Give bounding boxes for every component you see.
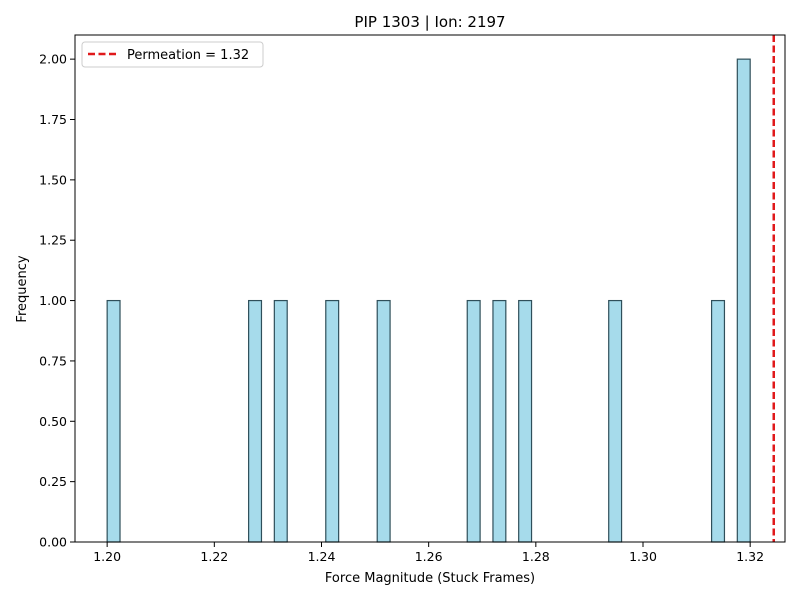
legend-label: Permeation = 1.32: [127, 48, 249, 63]
histogram-bar: [273, 299, 288, 543]
x-tick-label: 1.22: [200, 549, 228, 564]
x-axis-title: Force Magnitude (Stuck Frames): [325, 571, 535, 586]
y-tick-label: 2.00: [39, 52, 67, 67]
histogram-bar: [518, 299, 533, 543]
histogram-bar: [376, 299, 391, 543]
x-tick-label: 1.32: [736, 549, 764, 564]
y-tick-label: 0.25: [39, 474, 67, 489]
plot-frame: [74, 34, 786, 543]
x-axis-ticks: 1.20 1.22 1.24 1.26 1.28 1.30 1.32: [93, 542, 764, 564]
histogram-bar: [325, 299, 340, 543]
y-tick-label: 0.50: [39, 414, 67, 429]
y-axis-title: Frequency: [15, 255, 30, 322]
y-tick-label: 0.75: [39, 353, 67, 368]
x-tick-label: 1.24: [308, 549, 336, 564]
y-tick-label: 1.50: [39, 172, 67, 187]
histogram-bar: [608, 299, 623, 543]
x-tick-label: 1.30: [629, 549, 657, 564]
y-tick-label: 1.25: [39, 233, 67, 248]
x-tick-label: 1.20: [93, 549, 121, 564]
histogram-bar: [106, 299, 121, 543]
y-axis-ticks: 0.00 0.25 0.50 0.75 1.00 1.25 1.50 1.75 2.00: [39, 52, 75, 550]
histogram-bar: [492, 299, 507, 543]
y-tick-label: 1.00: [39, 293, 67, 308]
histogram-bar: [710, 299, 726, 543]
histogram-bar: [248, 299, 263, 543]
y-tick-label: 0.00: [39, 535, 67, 550]
histogram-bars: [106, 58, 751, 543]
chart-title: PIP 1303 | Ion: 2197: [354, 13, 505, 31]
histogram-bar: [736, 58, 751, 543]
legend-box: [81, 41, 264, 68]
legend: Permeation = 1.32: [81, 41, 264, 68]
y-tick-label: 1.75: [39, 112, 67, 127]
x-tick-label: 1.26: [415, 549, 443, 564]
histogram-bar: [466, 299, 481, 543]
x-tick-label: 1.28: [522, 549, 550, 564]
